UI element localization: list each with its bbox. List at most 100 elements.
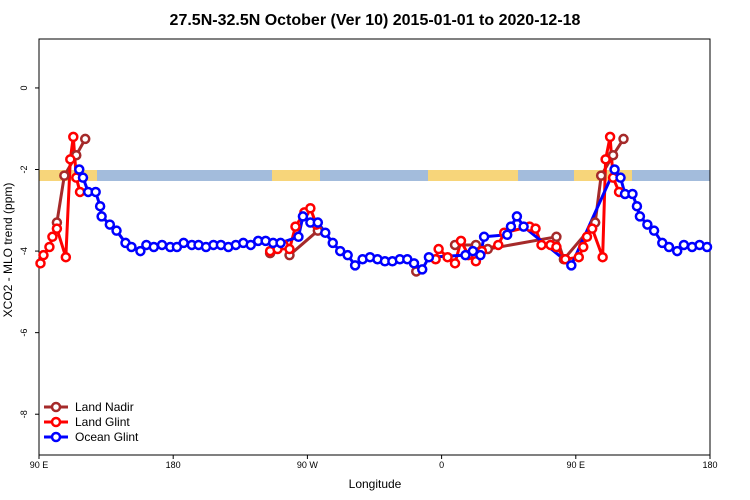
point bbox=[126, 241, 137, 253]
y-tick-label: -4 bbox=[19, 247, 29, 255]
point bbox=[581, 231, 593, 243]
point bbox=[104, 219, 116, 230]
point bbox=[493, 239, 504, 251]
point bbox=[320, 227, 331, 238]
y-axis-title: XCO2 - MLO trend (ppm) bbox=[1, 183, 15, 318]
y-tick-label: -2 bbox=[19, 166, 29, 174]
point bbox=[671, 245, 683, 257]
point bbox=[597, 251, 608, 263]
point bbox=[511, 211, 523, 222]
point bbox=[284, 243, 295, 255]
point bbox=[349, 260, 361, 271]
point bbox=[573, 251, 585, 263]
point bbox=[678, 239, 690, 251]
point bbox=[449, 258, 461, 269]
land-band bbox=[272, 170, 320, 181]
point bbox=[148, 241, 160, 253]
point bbox=[475, 249, 486, 261]
point bbox=[327, 237, 338, 249]
point bbox=[44, 241, 55, 253]
x-tick-label: 0 bbox=[439, 460, 444, 470]
land-band bbox=[428, 170, 518, 181]
point bbox=[530, 223, 541, 234]
point bbox=[560, 253, 571, 265]
x-tick-label: 90 W bbox=[297, 460, 319, 470]
legend-marker bbox=[50, 401, 62, 413]
point bbox=[615, 172, 626, 183]
point bbox=[442, 251, 453, 263]
point bbox=[275, 237, 286, 249]
point bbox=[334, 245, 346, 257]
point bbox=[342, 249, 353, 261]
series-line bbox=[77, 166, 708, 272]
point bbox=[423, 251, 435, 263]
point bbox=[627, 188, 638, 200]
point bbox=[312, 217, 324, 228]
point bbox=[518, 221, 529, 232]
point bbox=[96, 211, 107, 222]
point bbox=[618, 133, 629, 145]
point bbox=[94, 200, 106, 212]
point bbox=[634, 211, 646, 222]
legend-marker bbox=[50, 416, 62, 428]
point bbox=[245, 239, 256, 251]
point bbox=[111, 225, 122, 236]
point bbox=[631, 200, 643, 212]
point bbox=[455, 235, 467, 247]
point bbox=[551, 241, 562, 253]
point bbox=[135, 245, 146, 257]
y-tick-label: -6 bbox=[19, 329, 29, 337]
point bbox=[416, 264, 428, 275]
point bbox=[65, 154, 76, 165]
point bbox=[604, 131, 616, 143]
x-tick-label: 90 E bbox=[30, 460, 49, 470]
legend-label: Ocean Glint bbox=[75, 430, 139, 444]
point bbox=[505, 221, 517, 232]
point bbox=[478, 231, 490, 243]
point bbox=[74, 164, 85, 175]
point bbox=[290, 221, 301, 232]
point bbox=[293, 231, 304, 243]
point bbox=[595, 170, 607, 181]
point bbox=[305, 203, 316, 214]
point bbox=[536, 239, 547, 251]
point bbox=[77, 172, 89, 183]
point bbox=[59, 170, 70, 181]
point bbox=[663, 241, 675, 253]
point bbox=[79, 133, 91, 145]
point bbox=[566, 260, 577, 271]
point bbox=[501, 229, 513, 241]
legend-label: Land Nadir bbox=[75, 400, 134, 414]
ocean-band bbox=[39, 170, 710, 181]
point bbox=[35, 258, 46, 269]
point bbox=[578, 241, 589, 253]
legend-marker bbox=[50, 431, 62, 443]
point bbox=[551, 231, 562, 243]
point bbox=[156, 239, 168, 251]
point bbox=[178, 237, 189, 249]
point bbox=[74, 186, 86, 198]
point bbox=[648, 225, 660, 236]
point bbox=[90, 186, 101, 198]
y-tick-label: 0 bbox=[19, 85, 29, 90]
point bbox=[408, 258, 420, 269]
point bbox=[600, 154, 611, 165]
x-tick-label: 180 bbox=[702, 460, 717, 470]
point bbox=[701, 241, 713, 253]
point bbox=[60, 251, 72, 263]
point bbox=[297, 211, 309, 222]
point bbox=[38, 249, 49, 261]
y-tick-label: -8 bbox=[19, 410, 29, 418]
point bbox=[642, 219, 653, 230]
point bbox=[586, 223, 598, 234]
point bbox=[433, 243, 444, 255]
point bbox=[609, 164, 620, 175]
legend-label: Land Glint bbox=[75, 415, 130, 429]
point bbox=[607, 149, 619, 161]
point bbox=[460, 249, 471, 261]
point bbox=[47, 231, 58, 243]
point bbox=[467, 245, 479, 257]
x-tick-label: 90 E bbox=[567, 460, 586, 470]
x-axis-title: Longitude bbox=[349, 477, 402, 491]
